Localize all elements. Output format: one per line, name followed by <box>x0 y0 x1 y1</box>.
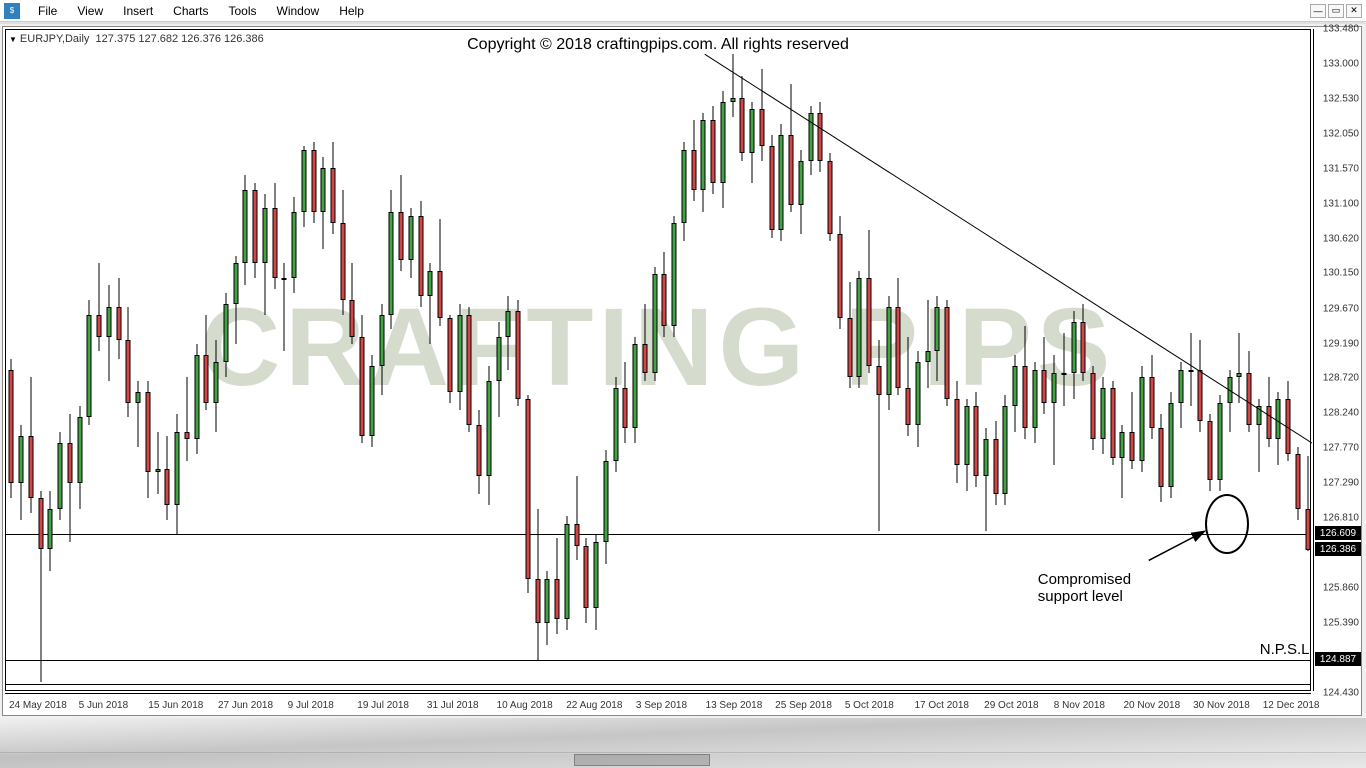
time-tick: 22 Aug 2018 <box>566 700 622 711</box>
chart-ohlc: 127.375 127.682 126.376 126.386 <box>96 33 264 45</box>
time-tick: 27 Jun 2018 <box>218 700 273 711</box>
time-axis: 24 May 2018 5 Jun 2018 15 Jun 2018 27 Jun 2… <box>5 693 1311 715</box>
menu-help[interactable]: Help <box>329 4 374 18</box>
time-tick: 5 Oct 2018 <box>845 700 894 711</box>
menu-charts[interactable]: Charts <box>163 4 218 18</box>
menu-insert[interactable]: Insert <box>113 4 163 18</box>
menu-tools[interactable]: Tools <box>219 4 267 18</box>
price-tick: 127.770 <box>1323 442 1359 453</box>
time-tick: 10 Aug 2018 <box>497 700 553 711</box>
price-tick: 132.050 <box>1323 128 1359 139</box>
price-marker: 124.887 <box>1315 652 1361 666</box>
time-tick: 31 Jul 2018 <box>427 700 479 711</box>
time-tick: 15 Jun 2018 <box>148 700 203 711</box>
time-tick: 29 Oct 2018 <box>984 700 1038 711</box>
maximize-button[interactable]: ▭ <box>1328 4 1344 18</box>
window-controls: — ▭ ✕ <box>1310 4 1362 18</box>
price-marker: 126.609 <box>1315 526 1361 540</box>
time-tick: 13 Sep 2018 <box>706 700 763 711</box>
chart-symbol: EURJPY,Daily <box>20 33 90 45</box>
price-tick: 129.670 <box>1323 303 1359 314</box>
menu-view[interactable]: View <box>67 4 113 18</box>
menu-window[interactable]: Window <box>267 4 330 18</box>
time-tick: 20 Nov 2018 <box>1123 700 1180 711</box>
price-tick: 125.390 <box>1323 617 1359 628</box>
price-tick: 133.480 <box>1323 24 1359 35</box>
price-tick: 126.810 <box>1323 513 1359 524</box>
time-tick: 3 Sep 2018 <box>636 700 687 711</box>
chart-container[interactable]: ▼ EURJPY,Daily 127.375 127.682 126.376 1… <box>2 26 1362 716</box>
time-tick: 5 Jun 2018 <box>79 700 129 711</box>
menubar: $ File View Insert Charts Tools Window H… <box>0 0 1366 22</box>
price-tick: 131.570 <box>1323 164 1359 175</box>
chart-area[interactable]: ▼ EURJPY,Daily 127.375 127.682 126.376 1… <box>5 29 1311 691</box>
price-tick: 130.620 <box>1323 233 1359 244</box>
time-tick: 25 Sep 2018 <box>775 700 832 711</box>
price-tick: 128.240 <box>1323 408 1359 419</box>
app-icon: $ <box>4 3 20 19</box>
time-tick: 9 Jul 2018 <box>288 700 334 711</box>
price-tick: 131.100 <box>1323 198 1359 209</box>
menu-file[interactable]: File <box>28 4 67 18</box>
price-axis: 133.480133.000132.530132.050131.570131.1… <box>1313 29 1361 691</box>
time-tick: 19 Jul 2018 <box>357 700 409 711</box>
annotation-arrow <box>6 30 1312 694</box>
price-tick: 124.430 <box>1323 688 1359 699</box>
price-tick: 130.150 <box>1323 268 1359 279</box>
close-button[interactable]: ✕ <box>1346 4 1362 18</box>
price-tick: 132.530 <box>1323 93 1359 104</box>
price-tick: 128.720 <box>1323 373 1359 384</box>
time-tick: 24 May 2018 <box>9 700 67 711</box>
price-marker: 126.386 <box>1315 542 1361 556</box>
chart-dropdown-icon[interactable]: ▼ <box>9 35 17 44</box>
minimize-button[interactable]: — <box>1310 4 1326 18</box>
chart-header: ▼ EURJPY,Daily 127.375 127.682 126.376 1… <box>9 33 264 45</box>
price-tick: 125.860 <box>1323 583 1359 594</box>
price-tick: 127.290 <box>1323 478 1359 489</box>
price-tick: 129.190 <box>1323 338 1359 349</box>
bottom-gradient <box>0 718 1366 768</box>
price-tick: 133.000 <box>1323 59 1359 70</box>
time-tick: 30 Nov 2018 <box>1193 700 1250 711</box>
time-tick: 8 Nov 2018 <box>1054 700 1105 711</box>
time-tick: 17 Oct 2018 <box>914 700 968 711</box>
time-tick: 12 Dec 2018 <box>1263 700 1320 711</box>
